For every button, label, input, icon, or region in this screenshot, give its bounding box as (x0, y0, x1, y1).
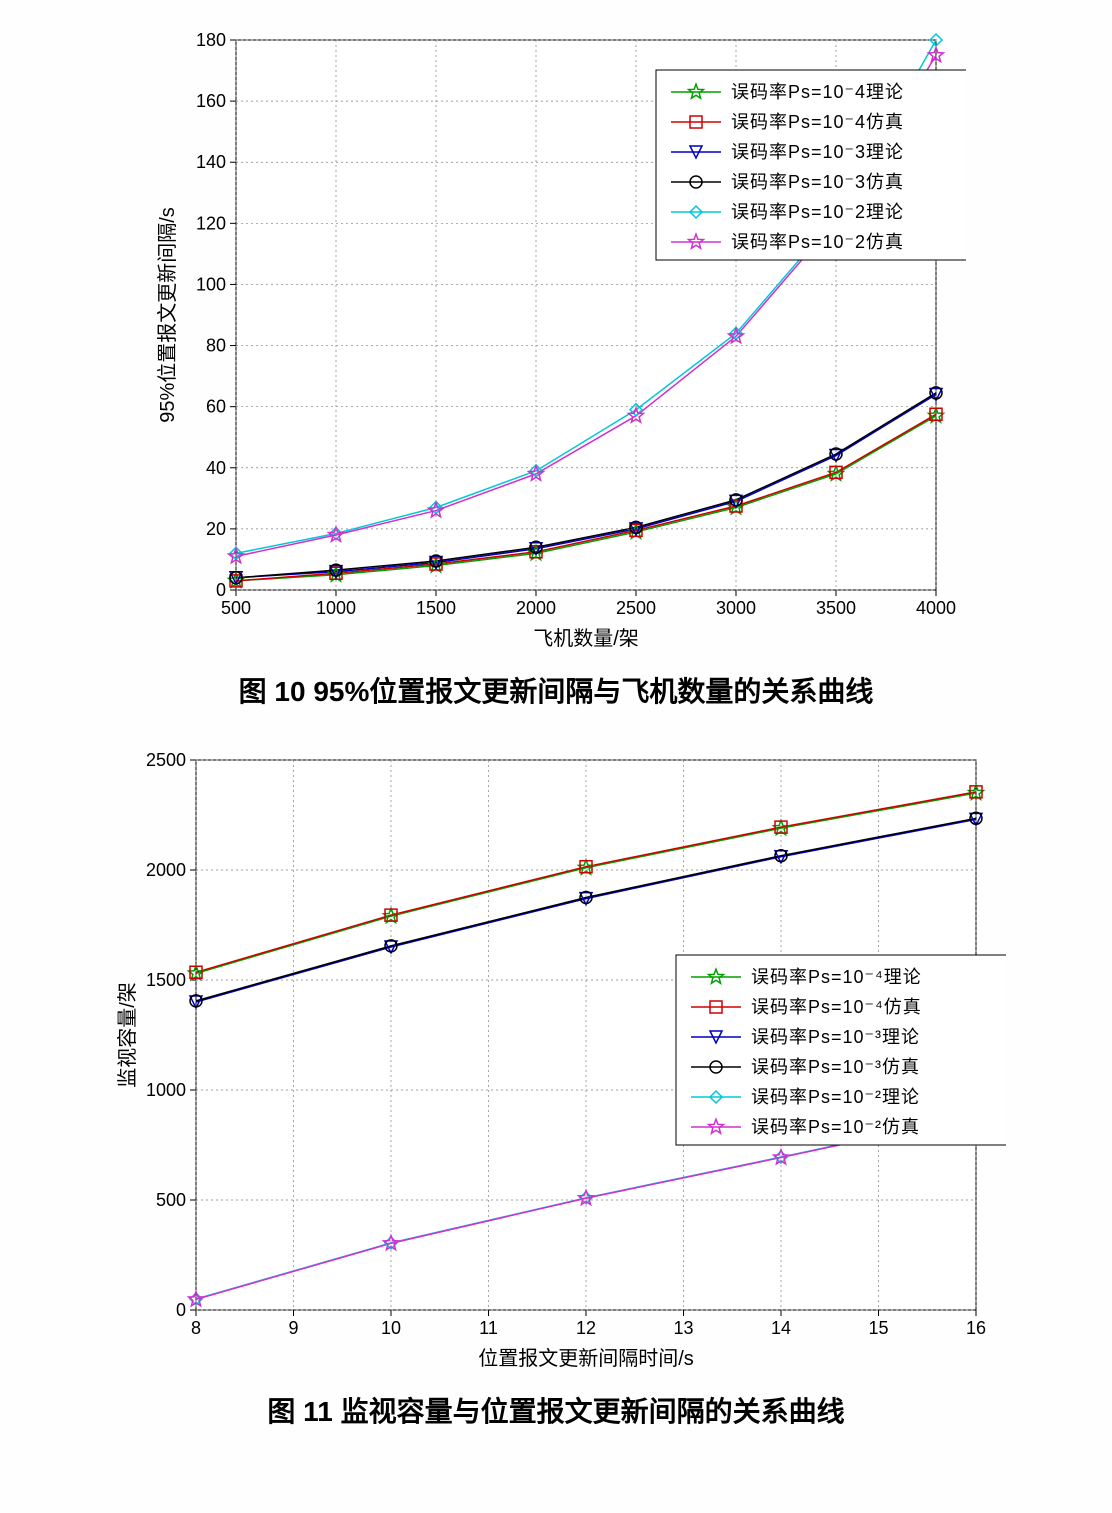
svg-text:1000: 1000 (316, 598, 356, 618)
svg-text:2000: 2000 (146, 860, 186, 880)
svg-text:误码率Ps=10⁻³理论: 误码率Ps=10⁻³理论 (751, 1027, 920, 1047)
svg-text:60: 60 (206, 397, 226, 417)
svg-text:飞机数量/架: 飞机数量/架 (533, 627, 639, 650)
svg-text:3500: 3500 (816, 598, 856, 618)
svg-text:误码率Ps=10⁻²理论: 误码率Ps=10⁻²理论 (751, 1087, 920, 1107)
svg-text:2000: 2000 (516, 598, 556, 618)
figure-10-caption: 图 10 95%位置报文更新间隔与飞机数量的关系曲线 (20, 670, 1092, 710)
svg-text:2500: 2500 (146, 750, 186, 770)
figure-11: 8 9 10 11 12 13 14 15 16 0 500 1000 1500 2000 2500 位置报文… (20, 740, 1092, 1430)
svg-text:11: 11 (479, 1318, 498, 1338)
svg-text:95%位置报文更新间隔/s: 95%位置报文更新间隔/s (156, 207, 179, 423)
figure-10: 500 1000 1500 2000 2500 3000 3500 4000 0 20 40 60 80… (20, 20, 1092, 710)
svg-text:4000: 4000 (916, 598, 956, 618)
svg-text:12: 12 (576, 1318, 596, 1338)
svg-text:13: 13 (673, 1318, 693, 1338)
svg-text:1000: 1000 (146, 1080, 186, 1100)
svg-text:40: 40 (206, 458, 226, 478)
svg-text:3000: 3000 (716, 598, 756, 618)
svg-text:误码率Ps=10⁻4理论: 误码率Ps=10⁻4理论 (731, 82, 904, 102)
chart-10: 500 1000 1500 2000 2500 3000 3500 4000 0 20 40 60 80… (146, 20, 966, 660)
svg-text:16: 16 (966, 1318, 986, 1338)
chart-11: 8 9 10 11 12 13 14 15 16 0 500 1000 1500 2000 2500 位置报文… (106, 740, 1006, 1380)
svg-text:2500: 2500 (616, 598, 656, 618)
svg-text:14: 14 (771, 1318, 791, 1338)
svg-text:误码率Ps=10⁻3仿真: 误码率Ps=10⁻3仿真 (731, 172, 904, 192)
svg-text:10: 10 (381, 1318, 401, 1338)
svg-text:误码率Ps=10⁻4仿真: 误码率Ps=10⁻4仿真 (731, 112, 904, 132)
svg-text:0: 0 (216, 580, 226, 600)
svg-text:误码率Ps=10⁻3理论: 误码率Ps=10⁻3理论 (731, 142, 904, 162)
svg-text:监视容量/架: 监视容量/架 (116, 982, 139, 1088)
svg-text:1500: 1500 (416, 598, 456, 618)
svg-text:20: 20 (206, 519, 226, 539)
svg-text:位置报文更新间隔时间/s: 位置报文更新间隔时间/s (478, 1347, 694, 1370)
svg-text:8: 8 (191, 1318, 201, 1338)
svg-text:误码率Ps=10⁻2理论: 误码率Ps=10⁻2理论 (731, 202, 904, 222)
svg-text:80: 80 (206, 336, 226, 356)
svg-text:15: 15 (868, 1318, 888, 1338)
svg-text:120: 120 (196, 213, 226, 233)
svg-text:9: 9 (288, 1318, 298, 1338)
svg-text:误码率Ps=10⁻²仿真: 误码率Ps=10⁻²仿真 (751, 1117, 920, 1137)
svg-text:误码率Ps=10⁻⁴理论: 误码率Ps=10⁻⁴理论 (751, 967, 922, 987)
svg-text:1500: 1500 (146, 970, 186, 990)
svg-text:140: 140 (196, 152, 226, 172)
svg-text:100: 100 (196, 274, 226, 294)
svg-text:误码率Ps=10⁻2仿真: 误码率Ps=10⁻2仿真 (731, 232, 904, 252)
svg-text:误码率Ps=10⁻⁴仿真: 误码率Ps=10⁻⁴仿真 (751, 997, 922, 1017)
svg-text:误码率Ps=10⁻³仿真: 误码率Ps=10⁻³仿真 (751, 1057, 920, 1077)
svg-text:0: 0 (176, 1300, 186, 1320)
svg-text:160: 160 (196, 91, 226, 111)
figure-11-caption: 图 11 监视容量与位置报文更新间隔的关系曲线 (20, 1390, 1092, 1430)
svg-text:180: 180 (196, 30, 226, 50)
svg-text:500: 500 (221, 598, 251, 618)
svg-text:500: 500 (156, 1190, 186, 1210)
